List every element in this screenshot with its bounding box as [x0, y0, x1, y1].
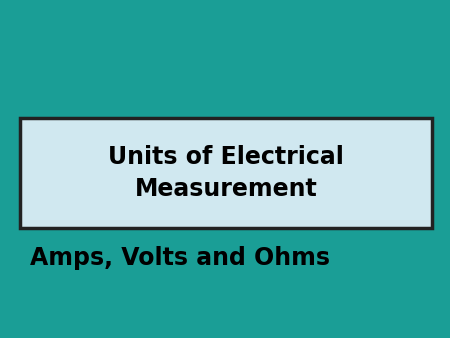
Text: Units of Electrical
Measurement: Units of Electrical Measurement	[108, 145, 344, 201]
Text: Amps, Volts and Ohms: Amps, Volts and Ohms	[30, 246, 330, 270]
FancyBboxPatch shape	[20, 118, 432, 228]
